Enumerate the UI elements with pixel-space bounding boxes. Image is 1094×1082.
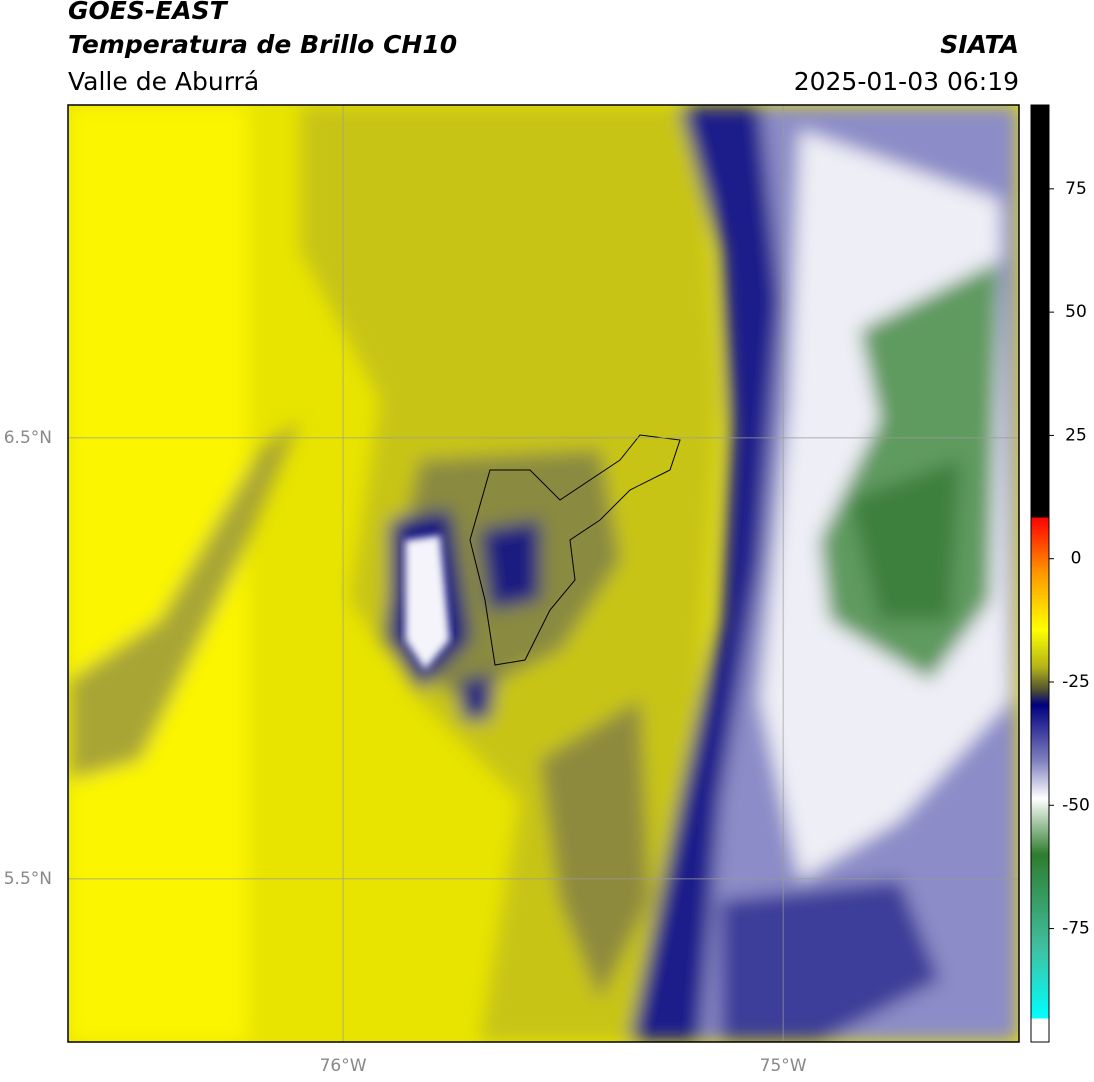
satellite-image bbox=[68, 105, 1019, 1042]
x-tick-label: 75°W bbox=[760, 1056, 807, 1076]
colorbar bbox=[1030, 104, 1050, 1043]
colorbar-tick-label: 75 bbox=[1065, 179, 1087, 199]
map-frame bbox=[67, 104, 1020, 1043]
colorbar-tick-label: -50 bbox=[1062, 795, 1090, 815]
graticule bbox=[68, 105, 1019, 1042]
source: SIATA bbox=[940, 30, 1019, 59]
y-tick-label: 6.5°N bbox=[4, 428, 52, 448]
subtitle: Temperatura de Brillo CH10 bbox=[68, 30, 457, 59]
colorbar-tick-label: 25 bbox=[1065, 425, 1087, 445]
y-tick-label: 5.5°N bbox=[4, 869, 52, 889]
region: Valle de Aburrá bbox=[68, 67, 259, 96]
colorbar-tick-label: 0 bbox=[1071, 549, 1082, 569]
datetime: 2025-01-03 06:19 bbox=[794, 67, 1019, 96]
colorbar-tick-label: -75 bbox=[1062, 919, 1090, 939]
x-tick-label: 76°W bbox=[320, 1056, 367, 1076]
colorbar-tick-label: -25 bbox=[1062, 672, 1090, 692]
colorbar-tick-label: 50 bbox=[1065, 302, 1087, 322]
title: GOES-EAST bbox=[68, 0, 229, 25]
